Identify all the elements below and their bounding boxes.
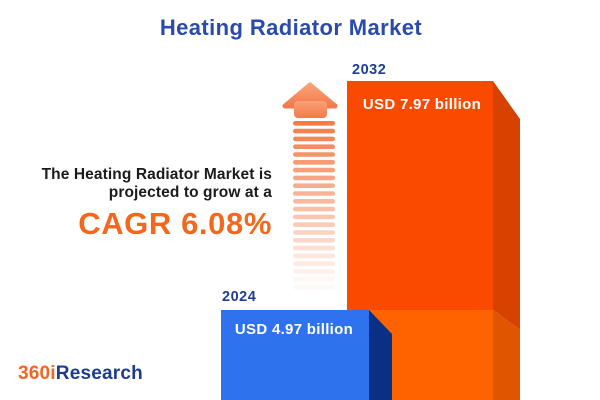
bar-2032-value-label: USD 7.97 billion xyxy=(363,96,481,113)
year-label-2032: 2032 xyxy=(352,62,386,78)
arrow-stripe xyxy=(293,128,335,134)
arrow-stripe xyxy=(293,245,335,251)
arrow-stripe xyxy=(293,269,335,274)
arrow-stripe xyxy=(293,160,335,165)
arrow-stripe xyxy=(293,214,335,220)
bar-2032-side-upper xyxy=(493,81,520,330)
arrow-stripe xyxy=(293,175,335,181)
annotation-block: The Heating Radiator Market is projected… xyxy=(42,166,272,240)
arrow-stripe xyxy=(293,183,335,188)
arrow-stripe xyxy=(293,121,335,126)
annotation-line-2: projected to grow at a xyxy=(108,184,272,201)
page-title: Heating Radiator Market xyxy=(159,15,423,40)
arrow-stripe xyxy=(293,191,335,196)
arrow-stripe xyxy=(293,277,335,282)
logo: 360iResearch xyxy=(18,363,143,385)
bar-2032-side-lower xyxy=(493,310,520,400)
bar-2024-value-label: USD 4.97 billion xyxy=(235,321,353,338)
arrow-stripe xyxy=(293,284,335,290)
arrow-stripe xyxy=(293,144,335,149)
arrow-stripe xyxy=(293,222,335,227)
arrow-stripe xyxy=(293,230,335,235)
arrow-stripe xyxy=(293,261,335,266)
bar-2024-face xyxy=(221,310,369,400)
arrow-neck xyxy=(294,101,327,118)
arrow-stripe xyxy=(293,199,335,204)
logo-suffix: Research xyxy=(55,363,143,384)
arrow-stripe xyxy=(293,167,335,173)
bar-2024-side xyxy=(369,310,392,400)
logo-prefix: 360i xyxy=(18,363,56,384)
bar-2032-face-upper xyxy=(347,81,493,310)
arrow-stripe xyxy=(293,136,335,142)
annotation-line-1: The Heating Radiator Market is xyxy=(41,166,272,183)
arrow-stripe xyxy=(293,253,335,259)
year-label-2024: 2024 xyxy=(222,289,256,305)
arrow-stripe xyxy=(293,238,335,243)
bar-2032 xyxy=(347,81,520,400)
arrow-stripe xyxy=(293,206,335,212)
bar-2024 xyxy=(221,310,392,400)
cagr-value: CAGR 6.08% xyxy=(78,206,272,241)
arrow-stripe xyxy=(293,152,335,157)
arrow-stripes xyxy=(293,121,335,290)
growth-arrow xyxy=(282,82,338,290)
